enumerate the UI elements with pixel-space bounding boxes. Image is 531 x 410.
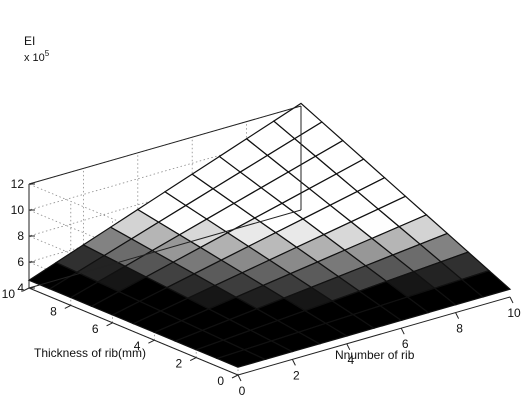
y-tick-label: 6 (92, 322, 99, 336)
y-tick-mark (22, 287, 30, 292)
x-tick-mark (346, 343, 351, 351)
x-tick-mark (509, 296, 514, 304)
y-axis-label: Thickness of rib(mm) (34, 346, 146, 360)
z-tick-label: 4 (17, 281, 24, 295)
y-tick-mark (189, 357, 197, 362)
y-tick-mark (231, 374, 239, 379)
x-tick-label: 6 (402, 337, 409, 351)
y-tick-mark (106, 322, 113, 327)
x-tick-mark (291, 359, 296, 366)
x-tick-label: 8 (456, 322, 463, 336)
axis-line (28, 209, 302, 289)
z-axis-scale-exponent: 5 (45, 49, 50, 58)
axis-line (28, 105, 302, 185)
x-tick-label: 0 (239, 384, 246, 398)
x-tick-label: 2 (293, 368, 300, 382)
y-tick-label: 4 (134, 339, 141, 353)
x-axis-label: Nnumber of rib (335, 348, 415, 362)
z-axis-scale: x 105 (24, 49, 50, 64)
y-tick-label: 10 (2, 287, 16, 301)
z-tick-label: 6 (17, 255, 24, 269)
axis-line (237, 296, 511, 376)
z-tick-label: 8 (17, 229, 24, 243)
y-tick-mark (64, 304, 72, 309)
x-tick-mark (400, 327, 405, 335)
z-axis-scale-base: x 10 (24, 52, 45, 64)
y-tick-label: 0 (217, 374, 224, 388)
z-axis-label: EI (24, 34, 35, 48)
z-tick-label: 12 (11, 177, 25, 191)
axis-line (28, 287, 239, 376)
x-tick-mark (455, 312, 460, 319)
x-tick-label: 4 (347, 353, 354, 367)
y-tick-label: 2 (176, 357, 183, 371)
y-tick-mark (148, 339, 155, 344)
z-tick-label: 10 (11, 203, 25, 217)
y-tick-label: 8 (50, 304, 57, 318)
surface-cell (460, 269, 512, 298)
surface (27, 102, 512, 368)
x-tick-label: 10 (507, 306, 521, 320)
axes-box (28, 105, 511, 376)
x-tick-mark (237, 374, 242, 382)
